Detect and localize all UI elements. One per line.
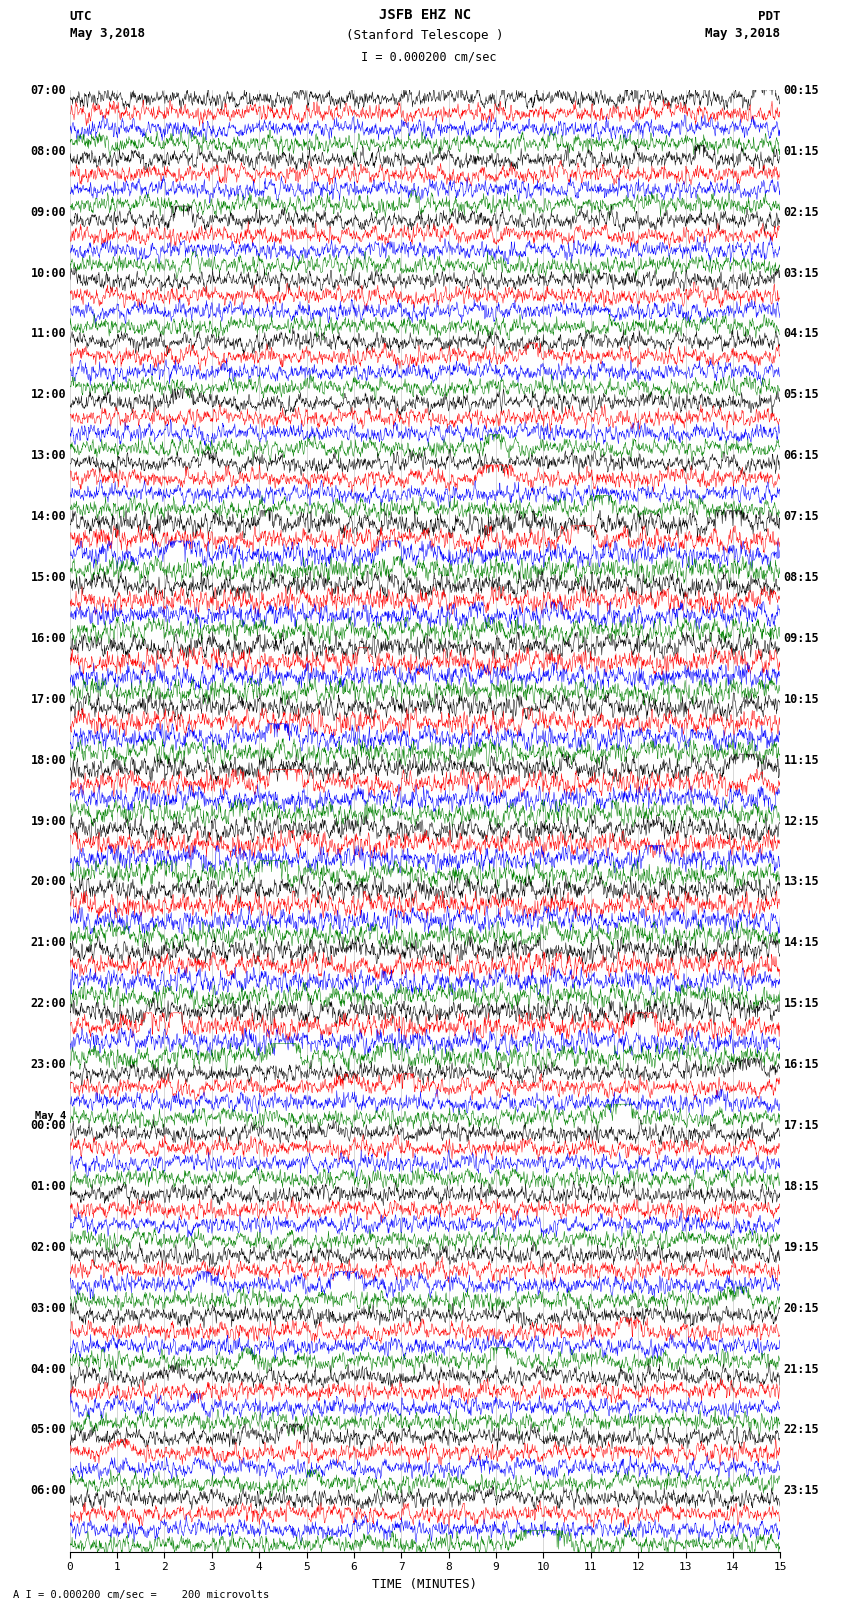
- Text: I = 0.000200 cm/sec: I = 0.000200 cm/sec: [354, 50, 496, 63]
- Text: JSFB EHZ NC: JSFB EHZ NC: [379, 8, 471, 23]
- Text: 18:15: 18:15: [784, 1179, 819, 1194]
- Text: 19:00: 19:00: [31, 815, 66, 827]
- Text: 11:00: 11:00: [31, 327, 66, 340]
- Text: 13:15: 13:15: [784, 876, 819, 889]
- Text: 20:15: 20:15: [784, 1302, 819, 1315]
- Text: 22:15: 22:15: [784, 1423, 819, 1437]
- Text: 16:00: 16:00: [31, 632, 66, 645]
- Text: May 4: May 4: [35, 1111, 66, 1121]
- Text: 15:15: 15:15: [784, 997, 819, 1010]
- Text: 05:15: 05:15: [784, 389, 819, 402]
- Text: 12:15: 12:15: [784, 815, 819, 827]
- Text: 15:00: 15:00: [31, 571, 66, 584]
- Text: 01:00: 01:00: [31, 1179, 66, 1194]
- Text: 02:15: 02:15: [784, 205, 819, 219]
- Text: 02:00: 02:00: [31, 1240, 66, 1253]
- Text: PDT: PDT: [758, 10, 780, 23]
- Text: 19:15: 19:15: [784, 1240, 819, 1253]
- Text: 23:15: 23:15: [784, 1484, 819, 1497]
- Text: 11:15: 11:15: [784, 753, 819, 766]
- Text: 21:15: 21:15: [784, 1363, 819, 1376]
- Text: 05:00: 05:00: [31, 1423, 66, 1437]
- X-axis label: TIME (MINUTES): TIME (MINUTES): [372, 1578, 478, 1590]
- Text: 10:00: 10:00: [31, 266, 66, 279]
- Text: UTC: UTC: [70, 10, 92, 23]
- Text: 14:00: 14:00: [31, 510, 66, 523]
- Text: 09:00: 09:00: [31, 205, 66, 219]
- Text: 09:15: 09:15: [784, 632, 819, 645]
- Text: 12:00: 12:00: [31, 389, 66, 402]
- Text: 00:15: 00:15: [784, 84, 819, 97]
- Text: May 3,2018: May 3,2018: [70, 27, 144, 40]
- Text: 17:00: 17:00: [31, 692, 66, 706]
- Text: 17:15: 17:15: [784, 1119, 819, 1132]
- Text: 04:00: 04:00: [31, 1363, 66, 1376]
- Text: 13:00: 13:00: [31, 448, 66, 463]
- Text: 08:00: 08:00: [31, 145, 66, 158]
- Text: 16:15: 16:15: [784, 1058, 819, 1071]
- Text: 04:15: 04:15: [784, 327, 819, 340]
- Text: 20:00: 20:00: [31, 876, 66, 889]
- Text: 01:15: 01:15: [784, 145, 819, 158]
- Text: 03:00: 03:00: [31, 1302, 66, 1315]
- Text: 18:00: 18:00: [31, 753, 66, 766]
- Text: 21:00: 21:00: [31, 936, 66, 950]
- Text: A I = 0.000200 cm/sec =    200 microvolts: A I = 0.000200 cm/sec = 200 microvolts: [13, 1590, 269, 1600]
- Text: 08:15: 08:15: [784, 571, 819, 584]
- Text: 10:15: 10:15: [784, 692, 819, 706]
- Text: (Stanford Telescope ): (Stanford Telescope ): [346, 29, 504, 42]
- Text: 07:00: 07:00: [31, 84, 66, 97]
- Text: 00:00: 00:00: [31, 1119, 66, 1132]
- Text: 06:00: 06:00: [31, 1484, 66, 1497]
- Text: 07:15: 07:15: [784, 510, 819, 523]
- Text: May 3,2018: May 3,2018: [706, 27, 780, 40]
- Text: 03:15: 03:15: [784, 266, 819, 279]
- Text: 06:15: 06:15: [784, 448, 819, 463]
- Text: 23:00: 23:00: [31, 1058, 66, 1071]
- Text: 14:15: 14:15: [784, 936, 819, 950]
- Text: 22:00: 22:00: [31, 997, 66, 1010]
